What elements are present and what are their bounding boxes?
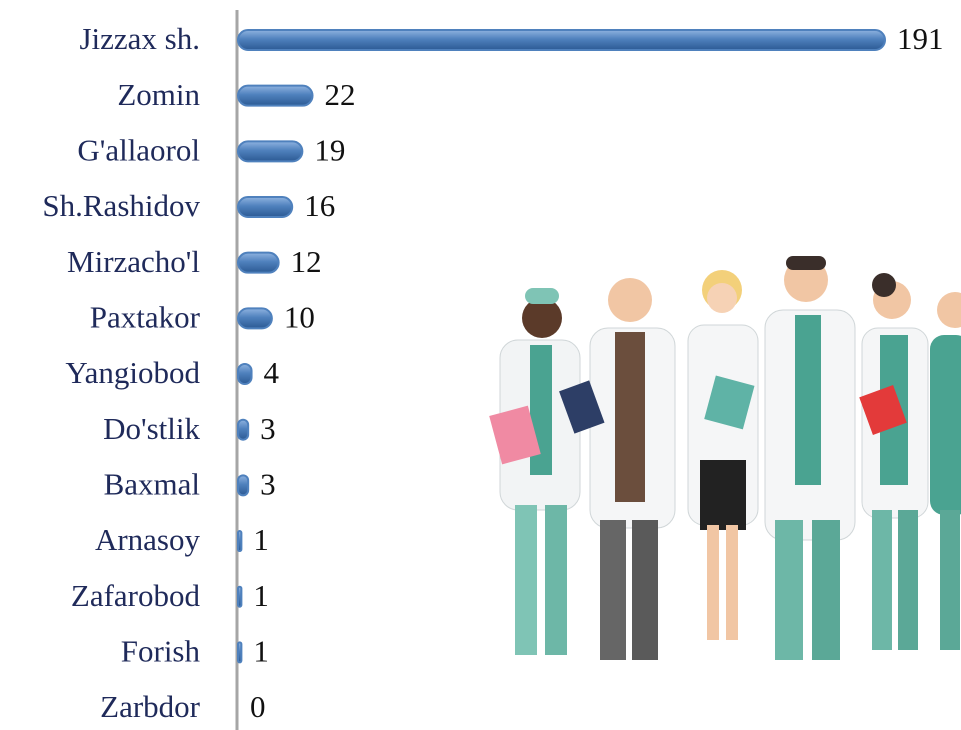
value-label: 3 <box>260 466 276 501</box>
category-label: Do'stlik <box>103 411 200 446</box>
value-label: 3 <box>260 411 276 446</box>
doctor-figure <box>489 288 581 655</box>
bar <box>237 307 273 330</box>
bar <box>237 29 886 51</box>
value-label: 16 <box>304 188 335 223</box>
bar <box>237 84 314 107</box>
doctor-figure <box>859 273 929 650</box>
illustration <box>489 256 961 660</box>
value-label: 22 <box>325 77 356 112</box>
doctor-figure <box>930 292 961 650</box>
category-label: Paxtakor <box>90 299 201 334</box>
category-label: Sh.Rashidov <box>42 188 200 223</box>
doctor-figure <box>687 270 759 640</box>
category-label: Zarbdor <box>100 689 201 724</box>
bar <box>237 140 304 163</box>
value-label: 12 <box>291 244 322 279</box>
value-label: 1 <box>253 633 269 668</box>
category-label: G'allaorol <box>77 132 200 167</box>
category-label: Arnasoy <box>95 522 201 557</box>
category-label: Baxmal <box>104 466 200 501</box>
value-label: 191 <box>897 21 944 56</box>
bar <box>237 418 250 441</box>
bar <box>237 363 253 386</box>
category-label: Forish <box>121 633 201 668</box>
bar <box>237 641 243 664</box>
bar <box>237 530 243 553</box>
doctor-figure <box>764 256 856 660</box>
category-label: Zomin <box>117 77 200 112</box>
value-label: 1 <box>253 578 269 613</box>
category-label: Zafarobod <box>71 578 201 613</box>
bar <box>237 585 243 608</box>
value-label: 19 <box>314 132 345 167</box>
value-label: 1 <box>253 522 269 557</box>
category-label: Yangiobod <box>65 355 200 390</box>
bar <box>237 251 280 274</box>
value-label: 4 <box>264 355 280 390</box>
category-label: Jizzax sh. <box>79 21 200 56</box>
category-label: Mirzacho'l <box>67 244 200 279</box>
bar <box>237 474 250 497</box>
value-label: 10 <box>284 299 315 334</box>
bar <box>237 196 294 219</box>
doctor-figure <box>559 278 676 660</box>
value-label: 0 <box>250 689 266 724</box>
